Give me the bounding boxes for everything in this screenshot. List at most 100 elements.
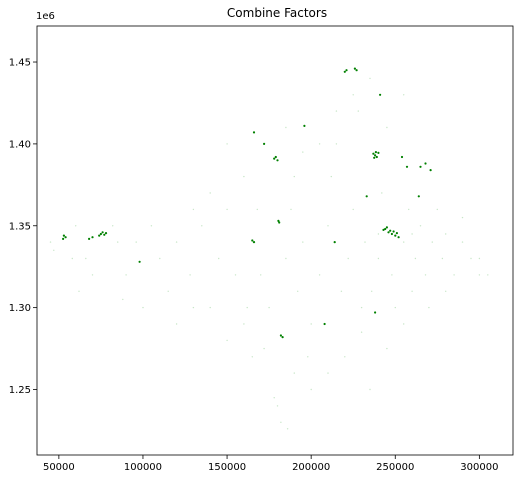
data-point-dense [377, 151, 380, 154]
data-point-dense [279, 334, 282, 337]
data-point-sparse [436, 208, 438, 211]
data-point-sparse [461, 241, 464, 243]
data-point-sparse [340, 290, 343, 292]
data-point-sparse [189, 274, 191, 276]
data-point-dense [387, 231, 390, 234]
data-point-dense [417, 195, 420, 198]
data-point-dense [252, 131, 256, 134]
data-point-dense [384, 227, 387, 231]
data-point-sparse [411, 233, 413, 235]
data-point-sparse [461, 216, 464, 219]
data-point-sparse [251, 356, 253, 358]
data-point-sparse [360, 306, 363, 309]
data-point-sparse [276, 405, 279, 407]
data-point-sparse [394, 306, 396, 309]
x-tick-label: 150000 [208, 462, 246, 473]
data-point-sparse [159, 257, 161, 260]
data-point-dense [353, 67, 356, 70]
data-point-sparse [192, 306, 195, 309]
data-point-sparse [403, 323, 405, 325]
data-point-sparse [391, 274, 393, 276]
data-point-sparse [352, 208, 354, 211]
data-point-sparse [273, 397, 275, 399]
data-point-dense [389, 229, 392, 232]
data-point-sparse [256, 208, 258, 211]
data-point-dense [64, 236, 67, 239]
data-point-sparse [286, 428, 289, 430]
data-point-sparse [307, 356, 309, 358]
dense-points-layer [62, 67, 432, 339]
data-point-sparse [344, 356, 346, 358]
data-point-sparse [243, 175, 245, 178]
data-point-dense [374, 311, 377, 314]
data-point-sparse [381, 192, 383, 194]
data-point-sparse [226, 143, 228, 145]
sparse-points-layer [49, 77, 489, 430]
data-point-sparse [386, 347, 388, 350]
data-point-dense [274, 155, 277, 159]
data-point-sparse [218, 257, 220, 260]
data-point-sparse [85, 257, 87, 260]
data-point-dense [374, 154, 377, 157]
data-point-sparse [428, 306, 430, 309]
data-point-sparse [209, 192, 211, 194]
data-point-dense [395, 232, 398, 235]
data-point-sparse [369, 388, 371, 391]
data-point-sparse [125, 274, 127, 276]
data-point-sparse [478, 274, 481, 276]
data-point-sparse [431, 241, 433, 243]
data-point-sparse [243, 323, 245, 325]
data-point-sparse [310, 323, 312, 325]
x-tick-label: 50000 [43, 462, 75, 473]
data-point-dense [345, 69, 348, 72]
data-point-dense [138, 260, 141, 263]
data-point-sparse [330, 175, 332, 178]
data-point-sparse [293, 175, 295, 178]
data-point-sparse [167, 290, 169, 292]
y-tick-label: 1.45 [9, 58, 31, 69]
y-tick-label: 1.30 [9, 303, 31, 314]
data-point-dense [333, 241, 336, 244]
data-point-dense [276, 159, 279, 162]
data-point-sparse [226, 339, 228, 342]
x-tick-label: 250000 [376, 462, 414, 473]
chart-title: Combine Factors [227, 6, 327, 20]
data-point-sparse [441, 257, 444, 260]
data-point-sparse [122, 298, 124, 301]
data-point-sparse [209, 306, 211, 309]
data-point-dense [103, 233, 106, 236]
data-point-dense [379, 93, 382, 96]
data-point-dense [375, 155, 378, 159]
data-point-sparse [357, 110, 359, 112]
data-point-sparse [293, 372, 295, 374]
data-point-sparse [142, 306, 144, 309]
data-point-sparse [117, 241, 119, 243]
data-point-sparse [192, 208, 195, 211]
data-point-sparse [377, 257, 380, 260]
data-point-dense [382, 228, 385, 231]
data-point-sparse [377, 233, 380, 235]
data-point-dense [392, 230, 395, 233]
y-axis-offset-label: 1e6 [36, 11, 55, 22]
data-point-sparse [75, 225, 77, 227]
data-point-sparse [445, 290, 447, 292]
data-point-dense [281, 336, 284, 339]
x-tick-label: 200000 [292, 462, 330, 473]
data-point-dense [390, 232, 393, 236]
data-point-dense [303, 124, 306, 127]
data-point-dense [374, 151, 377, 154]
data-point-sparse [290, 208, 292, 211]
y-tick-label: 1.35 [9, 221, 31, 232]
data-point-sparse [260, 274, 262, 276]
data-point-dense [385, 226, 388, 229]
data-point-sparse [478, 257, 481, 260]
data-point-sparse [445, 233, 447, 235]
data-point-dense [355, 69, 358, 72]
data-point-dense [343, 70, 346, 73]
data-point-sparse [135, 241, 137, 243]
data-point-sparse [78, 290, 80, 292]
data-point-sparse [175, 323, 178, 325]
data-point-sparse [175, 241, 178, 243]
data-point-sparse [386, 126, 388, 129]
